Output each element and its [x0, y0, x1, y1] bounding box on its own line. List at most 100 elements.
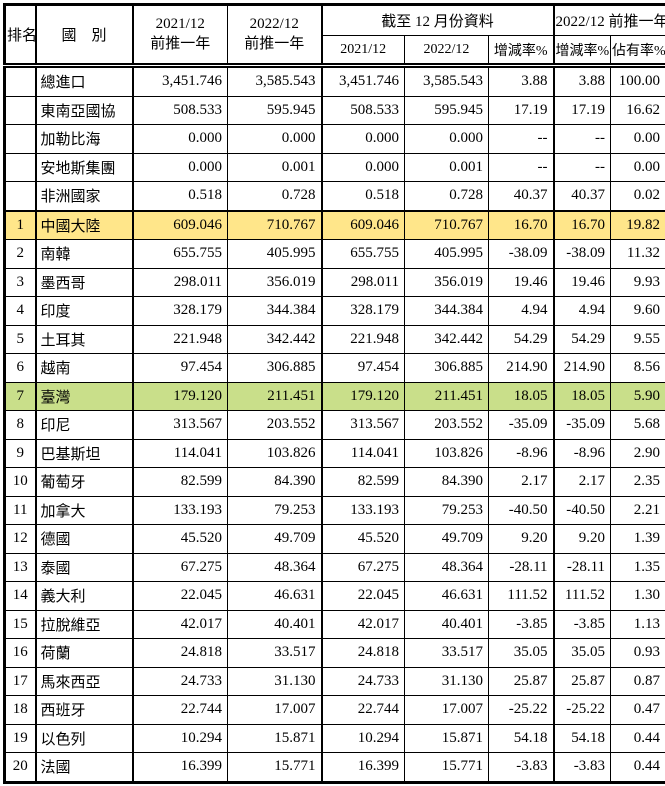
value-trailing-share: 2.90 [611, 439, 665, 468]
value-trailing-share: 11.32 [611, 240, 665, 269]
value-2022-trailing: 0.000 [228, 125, 322, 154]
value-ytd-change: -- [489, 153, 554, 182]
value-ytd-2022: 79.253 [405, 496, 489, 525]
value-trailing-change: -3.85 [554, 610, 611, 639]
value-ytd-change: -3.83 [489, 753, 554, 783]
value-trailing-share: 1.35 [611, 553, 665, 582]
value-ytd-change: -3.85 [489, 610, 554, 639]
country-cell: 中國大陸 [36, 211, 133, 240]
value-trailing-change: 9.20 [554, 525, 611, 554]
rank-cell [5, 153, 36, 182]
value-ytd-2021: 42.017 [322, 610, 405, 639]
rank-cell: 2 [5, 240, 36, 269]
header-ytd-2022: 2022/12 [405, 36, 489, 66]
value-ytd-2022: 203.552 [405, 411, 489, 440]
value-trailing-change: -25.22 [554, 696, 611, 725]
value-2021-trailing: 655.755 [133, 240, 228, 269]
value-trailing-share: 0.02 [611, 182, 665, 211]
rank-cell: 3 [5, 268, 36, 297]
value-ytd-2022: 49.709 [405, 525, 489, 554]
value-trailing-change: 35.05 [554, 639, 611, 668]
table-header: 排名 國 別 2021/12 前推一年 2022/12 前推一年 截至 12 月… [5, 5, 665, 66]
country-cell: 拉脫維亞 [36, 610, 133, 639]
value-ytd-2021: 97.454 [322, 354, 405, 383]
value-2021-trailing: 0.000 [133, 153, 228, 182]
value-2021-trailing: 0.000 [133, 125, 228, 154]
header-line-2: 前推一年 [229, 35, 320, 55]
country-cell: 以色列 [36, 724, 133, 753]
value-ytd-change: 54.29 [489, 325, 554, 354]
value-2021-trailing: 42.017 [133, 610, 228, 639]
rank-cell: 17 [5, 667, 36, 696]
value-2021-trailing: 0.518 [133, 182, 228, 211]
value-ytd-2021: 22.045 [322, 582, 405, 611]
value-2022-trailing: 103.826 [228, 439, 322, 468]
value-trailing-change: 16.70 [554, 211, 611, 240]
value-ytd-change: 214.90 [489, 354, 554, 383]
rank-cell: 12 [5, 525, 36, 554]
value-ytd-2021: 328.179 [322, 297, 405, 326]
country-cell: 墨西哥 [36, 268, 133, 297]
value-2021-trailing: 24.818 [133, 639, 228, 668]
value-ytd-2022: 15.871 [405, 724, 489, 753]
header-trailing-change: 增減率% [554, 36, 611, 66]
value-ytd-change: -8.96 [489, 439, 554, 468]
value-ytd-2022: 595.945 [405, 96, 489, 125]
value-ytd-2022: 0.001 [405, 153, 489, 182]
value-ytd-2022: 710.767 [405, 211, 489, 240]
value-trailing-share: 9.55 [611, 325, 665, 354]
header-line-2: 前推一年 [135, 35, 227, 55]
value-2021-trailing: 298.011 [133, 268, 228, 297]
value-2022-trailing: 15.871 [228, 724, 322, 753]
value-2022-trailing: 48.364 [228, 553, 322, 582]
value-trailing-change: -40.50 [554, 496, 611, 525]
rank-cell [5, 182, 36, 211]
value-ytd-2021: 508.533 [322, 96, 405, 125]
value-ytd-2021: 45.520 [322, 525, 405, 554]
header-2022-trailing-year: 2022/12 前推一年 [228, 5, 322, 66]
value-2022-trailing: 15.771 [228, 753, 322, 783]
value-2022-trailing: 203.552 [228, 411, 322, 440]
value-trailing-change: -- [554, 153, 611, 182]
header-ytd-2021: 2021/12 [322, 36, 405, 66]
value-ytd-2021: 67.275 [322, 553, 405, 582]
value-trailing-share: 0.44 [611, 724, 665, 753]
value-2022-trailing: 306.885 [228, 354, 322, 383]
rank-cell: 8 [5, 411, 36, 440]
value-trailing-change: 18.05 [554, 382, 611, 411]
value-2021-trailing: 10.294 [133, 724, 228, 753]
value-trailing-share: 8.56 [611, 354, 665, 383]
value-ytd-change: 3.88 [489, 66, 554, 97]
value-ytd-change: 111.52 [489, 582, 554, 611]
value-2021-trailing: 97.454 [133, 354, 228, 383]
rank-cell: 14 [5, 582, 36, 611]
value-trailing-change: -8.96 [554, 439, 611, 468]
value-ytd-2021: 114.041 [322, 439, 405, 468]
value-2022-trailing: 49.709 [228, 525, 322, 554]
value-ytd-2022: 3,585.543 [405, 66, 489, 97]
value-2021-trailing: 22.045 [133, 582, 228, 611]
value-ytd-2022: 0.000 [405, 125, 489, 154]
rank-cell: 11 [5, 496, 36, 525]
rank-cell: 4 [5, 297, 36, 326]
value-ytd-2022: 356.019 [405, 268, 489, 297]
value-2022-trailing: 344.384 [228, 297, 322, 326]
rank-cell: 5 [5, 325, 36, 354]
value-2022-trailing: 84.390 [228, 468, 322, 497]
value-ytd-change: -- [489, 125, 554, 154]
value-ytd-2021: 24.818 [322, 639, 405, 668]
header-group-ytd: 截至 12 月份資料 [322, 5, 554, 36]
header-ytd-change: 增減率% [489, 36, 554, 66]
value-trailing-share: 2.35 [611, 468, 665, 497]
